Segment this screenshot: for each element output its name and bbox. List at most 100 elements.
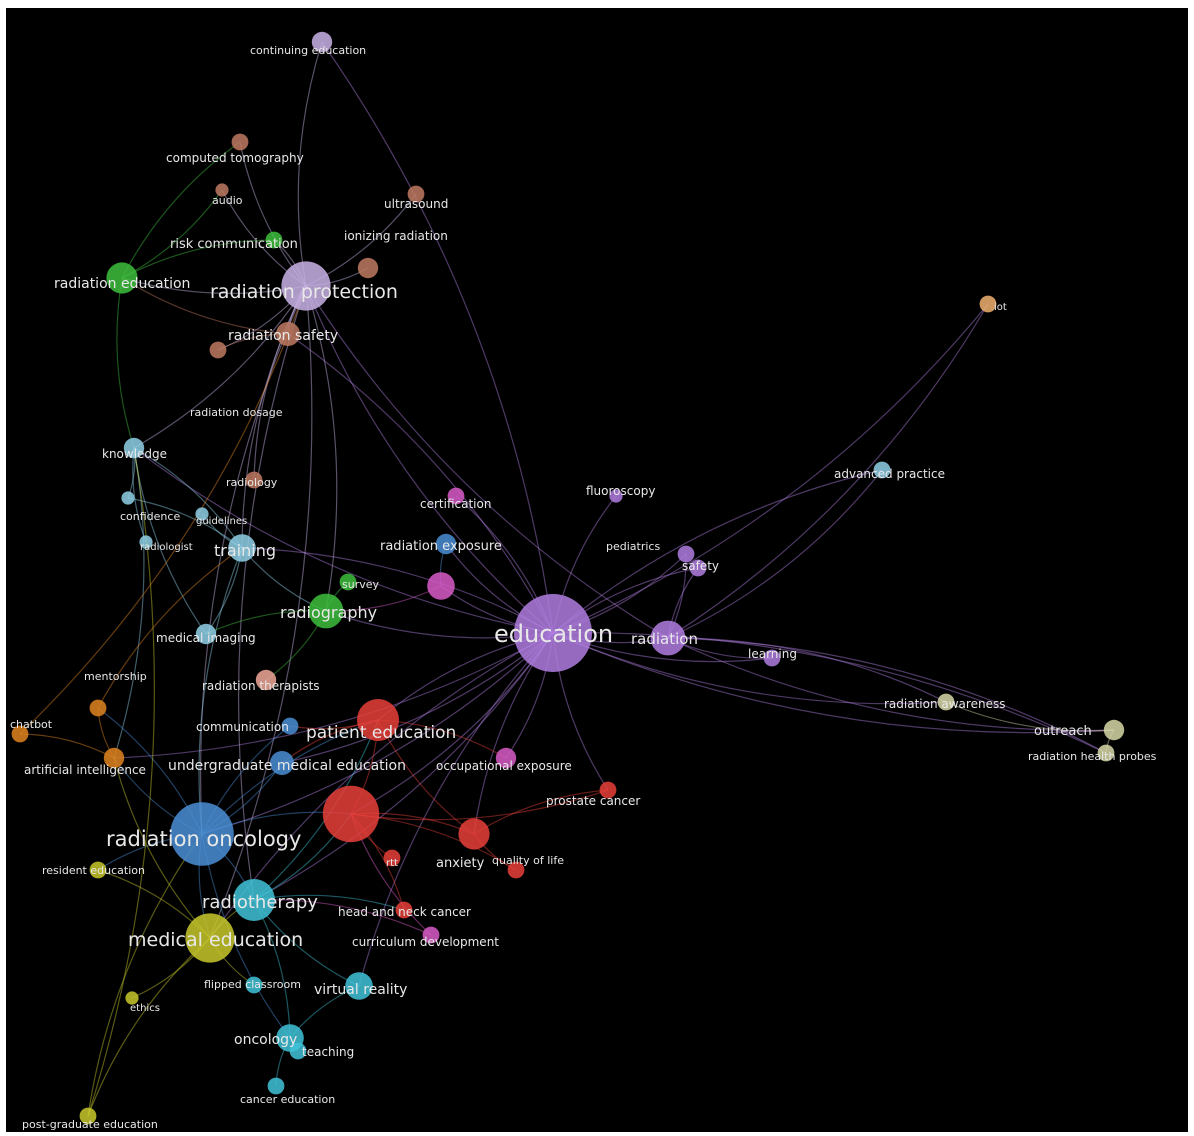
label-radiologist: radiologist <box>140 542 193 553</box>
node-guidelines <box>195 507 209 521</box>
edge-education-continuing_education <box>321 41 554 634</box>
edge-education-radiation_oncology <box>201 632 554 835</box>
label-radiation-safety: radiation safety <box>228 328 338 344</box>
label-curriculum-development: curriculum development <box>352 935 499 949</box>
node-chatbot <box>11 725 29 743</box>
label-safety: safety <box>682 559 719 573</box>
label-virtual-reality: virtual reality <box>314 982 407 998</box>
edge-education-knowledge <box>133 447 554 634</box>
node-radiation-exposure <box>435 533 457 555</box>
node-iot <box>979 295 997 313</box>
edge-outreach-radiation_awareness <box>945 701 1115 732</box>
node-medical-imaging <box>195 623 217 645</box>
node-radiation-education <box>106 262 138 294</box>
edge-medical_education-post_graduate_education <box>87 937 211 1117</box>
node-ultrasound <box>407 185 425 203</box>
node-red-hub <box>322 785 380 843</box>
edge-artificial_intelligence-chatbot <box>19 733 115 759</box>
edge-education-iot <box>552 303 989 634</box>
label-certification: certification <box>420 497 491 511</box>
label-quality-of-life: quality of life <box>492 854 564 867</box>
label-medical-education: medical education <box>128 929 303 951</box>
node-mentorship <box>89 699 107 717</box>
label-survey: survey <box>342 578 380 591</box>
edge-red_hub-prostate_cancer <box>350 789 609 821</box>
label-radiation-therapists: radiation therapists <box>202 679 320 693</box>
label-outreach: outreach <box>1034 724 1092 739</box>
edge-radiation-radiation_protection <box>305 285 669 639</box>
node-radiation-health-probes <box>1097 744 1115 762</box>
node-outreach <box>1103 719 1125 741</box>
edge-mentorship-training <box>97 547 243 709</box>
label-artificial-intelligence: artificial intelligence <box>24 763 146 777</box>
label-resident-education: resident education <box>42 864 145 877</box>
edge-medical_education-artificial_intelligence <box>113 757 211 939</box>
node-radiation-therapists <box>255 669 277 691</box>
node-radiography <box>308 593 344 629</box>
label-radiation-health-probes: radiation health probes <box>1028 750 1157 763</box>
label-mentorship: mentorship <box>84 670 147 683</box>
edge-education-training <box>241 547 554 634</box>
edge-education-radiation_awareness <box>552 632 947 705</box>
keyword-network-map: education radiation learning safety pediatri… <box>6 8 1188 1132</box>
node-survey <box>339 573 357 591</box>
edge-education-outreach <box>552 632 1115 734</box>
label-occupational-exposure: occupational exposure <box>436 759 572 773</box>
labels-layer: education radiation learning safety pediatri… <box>10 44 1157 1131</box>
node-radiologist <box>139 535 153 549</box>
label-radiation-awareness: radiation awareness <box>884 697 1005 711</box>
edge-radiation-radiation_awareness <box>667 637 947 703</box>
label-radiation-dosage: radiation dosage <box>190 406 283 419</box>
edge-radiation-advanced_practice <box>667 469 883 639</box>
edge-radiation_education-computed_tomography <box>121 141 241 279</box>
node-anxiety <box>458 818 490 850</box>
edge-radiation_protection-medical_education <box>209 285 313 939</box>
node-audio <box>215 183 229 197</box>
label-iot: iot <box>994 302 1007 313</box>
edge-radiation_protection-radiography <box>305 285 338 612</box>
network-graph: education radiation learning safety pediatri… <box>10 31 1157 1131</box>
node-safety <box>689 559 707 577</box>
label-computed-tomography: computed tomography <box>166 151 304 165</box>
edge-education-artificial_intelligence <box>113 632 554 759</box>
node-quality-of-life <box>507 861 525 879</box>
label-radiation-exposure: radiation exposure <box>380 539 502 554</box>
edge-radiation-outreach <box>667 637 1115 732</box>
node-radiology <box>245 471 263 489</box>
node-continuing-education <box>311 31 333 53</box>
edge-chatbot-radiation_protection <box>19 285 307 735</box>
node-teaching <box>289 1042 307 1060</box>
node-flipped-classroom <box>245 976 263 994</box>
label-rtt: rtt <box>386 858 398 869</box>
node-rtt <box>383 849 401 867</box>
nodes-layer <box>11 31 1125 1125</box>
label-radiation: radiation <box>631 630 698 648</box>
node-radiation <box>650 620 686 656</box>
label-patient-education: patient education <box>306 723 456 743</box>
edge-education-radiotherapy <box>253 632 554 901</box>
node-post-graduate-education <box>79 1107 97 1125</box>
edge-education-undergraduate_medical_education <box>281 632 554 764</box>
label-fluoroscopy: fluoroscopy <box>586 484 655 498</box>
node-radiation-oncology <box>170 802 234 866</box>
node-cancer-education <box>267 1077 285 1095</box>
label-continuing-education: continuing education <box>250 44 366 57</box>
node-training <box>228 534 256 562</box>
edge-knowledge-artificial_intelligence <box>113 447 145 759</box>
edge-training-confidence <box>127 497 243 549</box>
label-advanced-practice: advanced practice <box>834 467 945 481</box>
label-chatbot: chatbot <box>10 718 53 731</box>
edges-layer <box>19 41 1115 1117</box>
node-radiation-dosage <box>209 341 227 359</box>
label-ionizing-radiation: ionizing radiation <box>344 229 448 243</box>
edge-education-radiation_health_probes <box>552 632 1107 754</box>
label-confidence: confidence <box>120 510 180 523</box>
node-radiation-awareness <box>937 693 955 711</box>
edge-knowledge-training <box>133 447 243 549</box>
edge-radiation_safety-radiation_education <box>121 277 289 335</box>
label-pediatrics: pediatrics <box>606 540 660 553</box>
label-undergraduate-medical-education: undergraduate medical education <box>168 758 406 774</box>
label-training: training <box>214 541 276 560</box>
edge-education-virtual_reality <box>358 632 554 987</box>
node-undergraduate-medical-education <box>270 751 294 775</box>
